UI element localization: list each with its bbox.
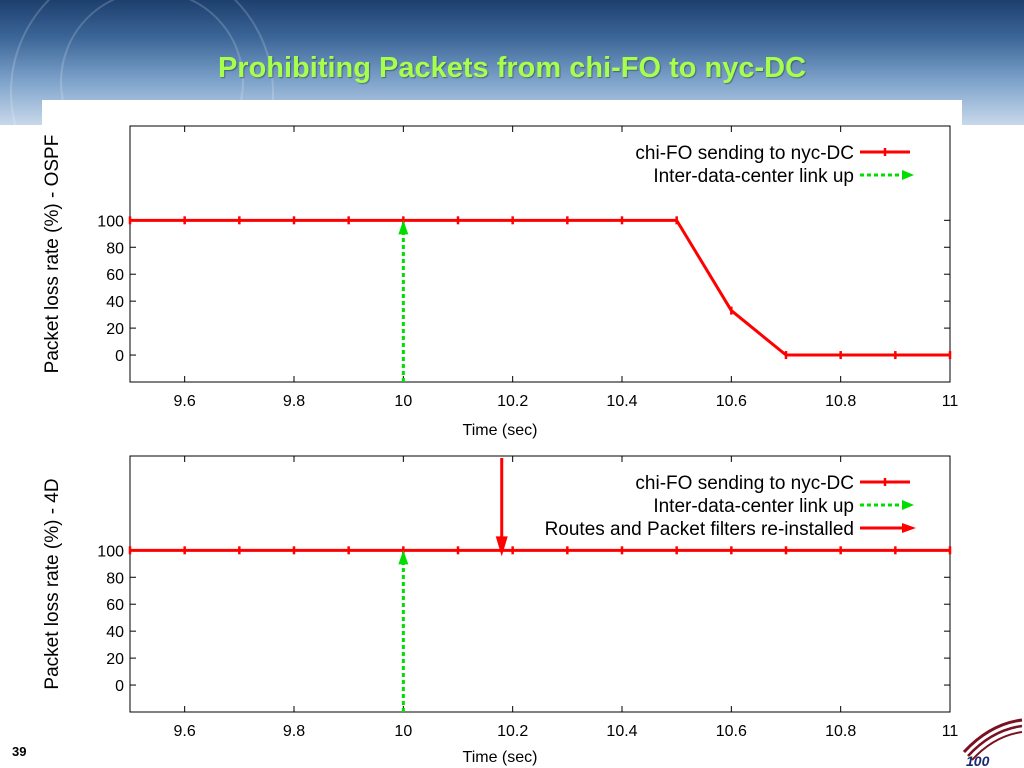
slide-title: Prohibiting Packets from chi-FO to nyc-D… [217, 52, 807, 84]
chart-panel-2: 9.6 9.8 10 10.2 10.4 10.6 10.8 11 0 20 40 60 80 100 Ti… [42, 455, 959, 766]
x-tick-label: 10.6 [716, 393, 747, 410]
series-2 [398, 550, 409, 712]
x-axis-label: Time (sec) [463, 422, 538, 439]
reinstall-arrowhead [495, 536, 508, 557]
plot-frame [129, 125, 951, 383]
legend-swatch-arrow [902, 500, 914, 510]
legend-swatch-arrow [902, 523, 916, 533]
y-tick-label: 100 [97, 213, 124, 230]
x-tick-label: 10.8 [825, 723, 856, 740]
x-tick-label: 9.8 [283, 723, 305, 740]
y-tick-label: 80 [106, 240, 124, 257]
y-tick-label: 20 [106, 651, 124, 668]
chart-area: 9.6 9.8 10 10.2 10.4 10.6 10.8 11 0 20 40 60 80 100 Ti… [42, 100, 962, 768]
x-tick-label: 10.2 [497, 393, 528, 410]
legend-label: Inter-data-center link up [653, 496, 854, 517]
x-tick-label: 9.6 [174, 393, 196, 410]
y-tick-label: 100 [97, 543, 124, 560]
x-axis-label: Time (sec) [463, 749, 538, 766]
charts-svg: 9.6 9.8 10 10.2 10.4 10.6 10.8 11020406080100Ti… [42, 125, 959, 766]
legend-swatch-arrow [902, 170, 914, 180]
brand-logo: 100 [962, 718, 1023, 768]
x-tick-label: 9.6 [174, 723, 196, 740]
link-up-arrowhead [398, 550, 409, 565]
x-tick-label: 9.8 [283, 393, 305, 410]
x-tick-label: 10 [394, 393, 412, 410]
legend-label: Routes and Packet filters re-installed [545, 519, 854, 540]
legend-label: chi-FO sending to nyc-DC [635, 473, 854, 494]
x-tick-label: 11 [942, 723, 959, 740]
x-tick-label: 10.8 [825, 393, 856, 410]
page-number: 39 [12, 744, 27, 759]
y-tick-label: 40 [106, 294, 124, 311]
y-tick-label: 60 [106, 597, 124, 614]
y-tick-label: 60 [106, 267, 124, 284]
series-1 [128, 546, 952, 555]
legend: chi-FO sending to nyc-DCInter-data-cente… [635, 143, 914, 187]
chart-panel-1: 9.6 9.8 10 10.2 10.4 10.6 10.8 11 0 20 40 60 80 100 Ti… [42, 125, 959, 439]
x-tick-label: 11 [942, 393, 959, 410]
y-axis-label: Packet loss rate (%) - OSPF [42, 135, 63, 374]
legend-label: chi-FO sending to nyc-DC [635, 143, 854, 164]
x-tick-label: 10.4 [606, 723, 637, 740]
y-tick-label: 0 [115, 348, 124, 365]
link-up-arrowhead [398, 220, 409, 235]
y-tick-label: 0 [115, 678, 124, 695]
series-2 [398, 220, 409, 382]
x-tick-label: 10 [394, 723, 412, 740]
y-axis-label: Packet loss rate (%) - 4D [42, 478, 63, 689]
logo-text: 100 [966, 753, 990, 768]
plot-frame [129, 455, 951, 713]
series-1 [128, 216, 952, 360]
y-tick-label: 40 [106, 624, 124, 641]
legend: chi-FO sending to nyc-DCInter-data-cente… [545, 473, 916, 540]
x-tick-label: 10.6 [716, 723, 747, 740]
y-tick-label: 80 [106, 570, 124, 587]
x-tick-label: 10.2 [497, 723, 528, 740]
series-3 [495, 458, 508, 557]
x-tick-label: 10.4 [606, 393, 637, 410]
y-tick-label: 20 [106, 321, 124, 338]
series-line [130, 218, 950, 357]
legend-label: Inter-data-center link up [653, 166, 854, 187]
